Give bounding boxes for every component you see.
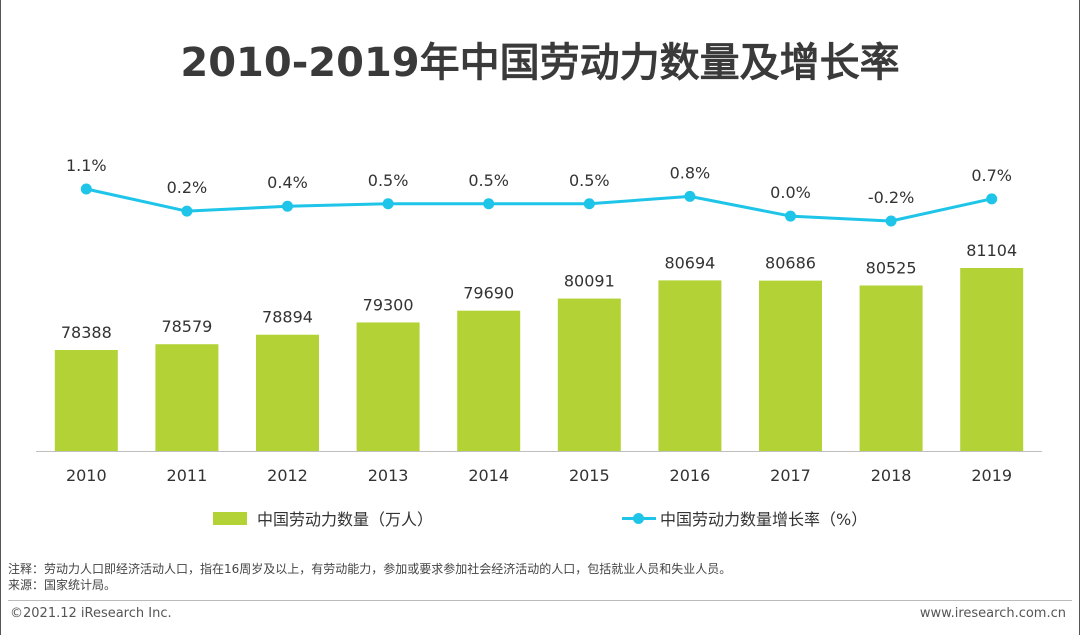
bar	[759, 280, 822, 451]
bar	[859, 285, 923, 451]
website-text: www.iresearch.com.cn	[919, 606, 1066, 621]
bar-value-label: 78894	[262, 308, 313, 327]
x-tick-label: 2015	[569, 466, 610, 485]
legend-bar-label: 中国劳动力数量（万人）	[257, 510, 434, 529]
growth-rate-point	[583, 198, 595, 210]
growth-rate-point	[785, 210, 796, 222]
footer-divider	[8, 600, 1072, 601]
bar-value-label: 80091	[564, 272, 615, 291]
chart-area: 78388 2010 78579 2011 78894 2012 79300 2013 7969…	[36, 156, 1042, 485]
x-tick-label: 2016	[670, 466, 711, 485]
legend-line-label: 中国劳动力数量增长率（%）	[660, 510, 868, 529]
bar	[356, 322, 420, 451]
bar	[658, 280, 722, 451]
bar-value-label: 78388	[61, 323, 112, 342]
growth-rate-label: 0.7%	[971, 166, 1012, 185]
growth-rate-point	[986, 193, 998, 205]
growth-rate-label: -0.2%	[868, 188, 914, 207]
growth-rate-point	[483, 198, 495, 210]
growth-rate-point	[885, 215, 897, 227]
bar	[155, 344, 219, 451]
chart-title: 2010-2019年中国劳动力数量及增长率	[180, 40, 900, 86]
legend-item-line: 中国劳动力数量增长率（%）	[622, 506, 867, 530]
x-tick-label: 2017	[770, 466, 811, 485]
bar-value-label: 80525	[866, 258, 917, 277]
bar	[557, 298, 621, 451]
growth-rate-label: 0.4%	[267, 173, 308, 192]
bar-value-label: 80694	[664, 253, 715, 272]
notes-block: 注释：劳动力人口即经济活动人口，指在16周岁及以上，有劳动能力，参加或要求参加社…	[8, 561, 731, 593]
x-tick-label: 2018	[871, 466, 912, 485]
growth-rate-label: 0.5%	[569, 171, 610, 190]
growth-rate-line	[85, 187, 993, 223]
x-tick-label: 2010	[66, 466, 107, 485]
growth-rate-point	[80, 183, 92, 195]
growth-rate-point	[382, 198, 394, 210]
bar	[960, 268, 1024, 451]
growth-rate-point	[181, 205, 193, 217]
legend-bar-swatch	[213, 511, 247, 525]
bar-value-label: 80686	[765, 254, 816, 273]
x-tick-label: 2014	[468, 466, 509, 485]
bar-value-label: 79690	[463, 284, 514, 303]
frame-left-border	[0, 0, 1, 635]
x-tick-label: 2019	[971, 466, 1012, 485]
growth-rate-label: 0.0%	[770, 183, 811, 202]
bar	[256, 334, 319, 451]
growth-rate-point	[282, 200, 293, 212]
x-tick-label: 2013	[368, 466, 409, 485]
legend-line-swatch	[622, 511, 656, 525]
bar	[457, 310, 521, 451]
growth-rate-label: 0.5%	[468, 171, 509, 190]
copyright-text: ©2021.12 iResearch Inc.	[10, 606, 172, 621]
bar-value-label: 79300	[363, 295, 414, 314]
growth-rate-label: 0.2%	[167, 178, 208, 197]
bar-value-label: 78579	[161, 317, 212, 336]
growth-rate-label: 0.8%	[670, 163, 711, 182]
growth-rate-point	[684, 190, 696, 202]
legend-item-bar: 中国劳动力数量（万人）	[213, 506, 433, 530]
bar	[54, 350, 118, 451]
x-tick-label: 2012	[267, 466, 308, 485]
source-text: 来源：国家统计局。	[8, 578, 117, 592]
x-tick-label: 2011	[167, 466, 208, 485]
growth-rate-label: 1.1%	[66, 156, 107, 175]
note-text: 注释：劳动力人口即经济活动人口，指在16周岁及以上，有劳动能力，参加或要求参加社…	[8, 562, 732, 576]
growth-rate-label: 0.5%	[368, 171, 409, 190]
bar-value-label: 81104	[966, 241, 1017, 260]
